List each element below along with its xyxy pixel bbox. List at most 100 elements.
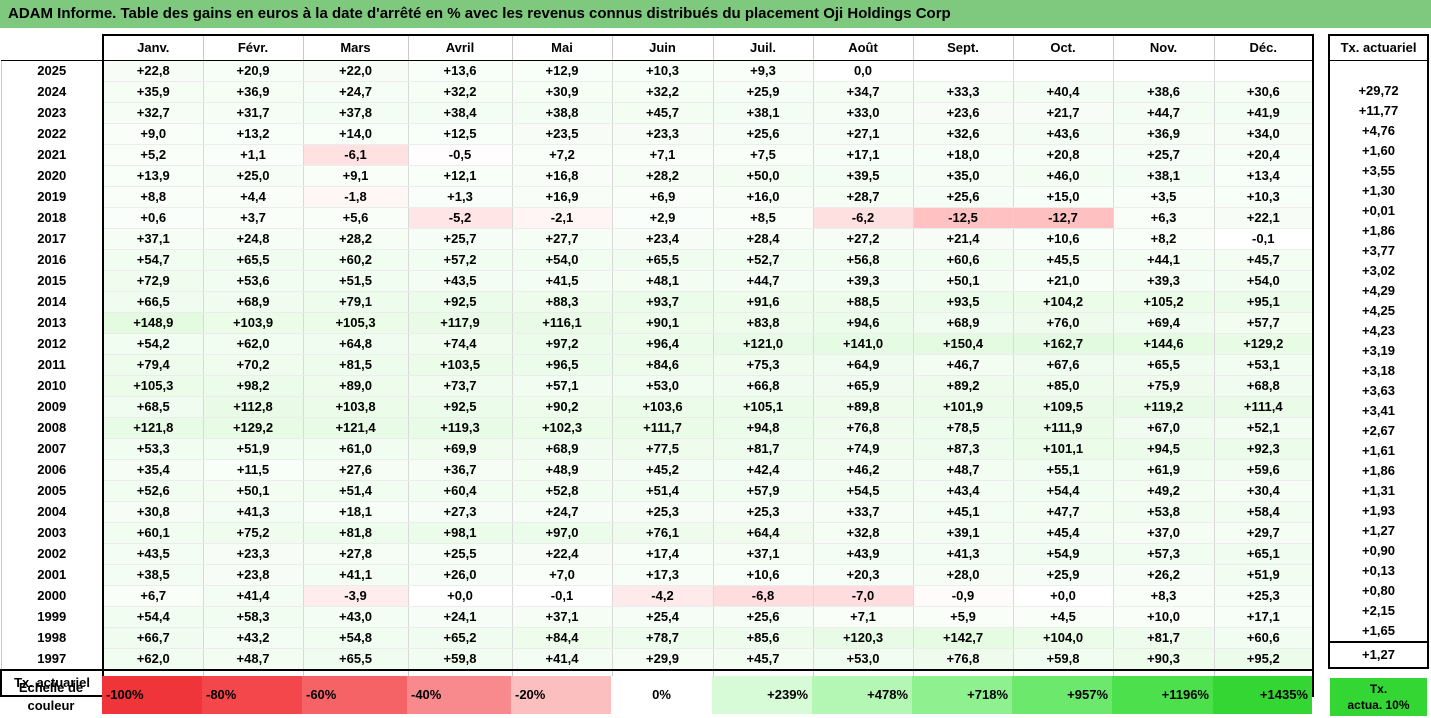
gain-cell: +34,7 <box>813 81 914 103</box>
gain-cell: +25,5 <box>408 543 513 565</box>
gain-cell: +12,5 <box>408 123 513 145</box>
gain-cell: +9,3 <box>713 60 814 82</box>
gain-cell: +0,0 <box>1013 585 1114 607</box>
gain-cell: +6,9 <box>612 186 714 208</box>
gain-cell: -7,0 <box>813 585 914 607</box>
gain-cell: +39,3 <box>1113 270 1215 292</box>
gain-cell: +28,2 <box>303 228 409 250</box>
year-row: 2018 +0,6 +3,7 +5,6 -5,2 -2,1 +2,9 +8,5 -6,2 -12,… <box>0 207 1314 229</box>
gain-cell: +101,9 <box>913 396 1014 418</box>
gain-cell: +54,0 <box>1214 270 1314 292</box>
gain-cell: +20,9 <box>203 60 304 82</box>
annual-rate-cell: +3,18 <box>1328 360 1429 381</box>
gain-cell: +27,8 <box>303 543 409 565</box>
year-row: 2012 +54,2 +62,0 +64,8 +74,4 +97,2 +96,4 +121,0… <box>0 333 1314 355</box>
gain-cell: +64,9 <box>813 354 914 376</box>
gain-cell: +105,2 <box>1113 291 1215 313</box>
gain-cell: +45,7 <box>612 102 714 124</box>
gain-cell: +38,4 <box>408 102 513 124</box>
gain-cell: +45,5 <box>1013 249 1114 271</box>
year-label: 2020 <box>0 165 103 187</box>
year-label: 2022 <box>0 123 103 145</box>
gain-cell: +31,7 <box>203 102 304 124</box>
gain-cell: +105,3 <box>303 312 409 334</box>
gain-cell: +91,6 <box>713 291 814 313</box>
month-header: Mars <box>303 34 409 61</box>
gain-cell: +9,1 <box>303 165 409 187</box>
year-label: 1998 <box>0 627 103 649</box>
gain-cell: +6,3 <box>1113 207 1215 229</box>
gain-cell: -6,8 <box>713 585 814 607</box>
gain-cell: +44,7 <box>1113 102 1215 124</box>
year-row: 2002 +43,5 +23,3 +27,8 +25,5 +22,4 +17,4 +37,1 +… <box>0 543 1314 565</box>
gain-cell: +32,2 <box>408 81 513 103</box>
gain-cell: +24,8 <box>203 228 304 250</box>
gain-cell: -0,1 <box>1214 228 1314 250</box>
gain-cell: +9,0 <box>102 123 204 145</box>
gain-cell: +43,9 <box>813 543 914 565</box>
gain-cell: +22,8 <box>102 60 204 82</box>
annual-rate-cell: +11,77 <box>1328 100 1429 121</box>
gain-cell: +89,2 <box>913 375 1014 397</box>
gain-cell: +27,3 <box>408 501 513 523</box>
gain-cell: +37,1 <box>512 606 613 628</box>
gain-cell: +103,5 <box>408 354 513 376</box>
gain-cell: +41,4 <box>203 585 304 607</box>
report-title: ADAM Informe. Table des gains en euros à… <box>0 0 1431 28</box>
gain-cell: +67,6 <box>1013 354 1114 376</box>
gain-cell: +13,9 <box>102 165 204 187</box>
year-label: 2003 <box>0 522 103 544</box>
gain-cell: +52,8 <box>512 480 613 502</box>
gain-cell: +81,7 <box>713 438 814 460</box>
annual-rate-cell: +0,13 <box>1328 560 1429 581</box>
gain-cell: +8,8 <box>102 186 204 208</box>
gain-cell: +78,7 <box>612 627 714 649</box>
gain-cell: +50,1 <box>203 480 304 502</box>
gain-cell: +78,5 <box>913 417 1014 439</box>
gain-cell: +25,9 <box>1013 564 1114 586</box>
gain-cell: +65,5 <box>203 249 304 271</box>
gain-cell: +56,8 <box>813 249 914 271</box>
gain-cell: +20,8 <box>1013 144 1114 166</box>
gain-cell: +37,1 <box>713 543 814 565</box>
gain-cell: +33,3 <box>913 81 1014 103</box>
gain-cell: +93,5 <box>913 291 1014 313</box>
annual-rate-cell: +29,72 <box>1328 80 1429 101</box>
gain-cell: +76,1 <box>612 522 714 544</box>
gain-cell: +5,6 <box>303 207 409 229</box>
gain-cell: +72,9 <box>102 270 204 292</box>
gain-cell: -12,5 <box>913 207 1014 229</box>
gain-cell: -4,2 <box>612 585 714 607</box>
gain-cell: +95,2 <box>1214 648 1314 671</box>
gain-cell: +21,0 <box>1013 270 1114 292</box>
gain-cell: +13,6 <box>408 60 513 82</box>
gain-cell: +60,1 <box>102 522 204 544</box>
gain-cell: +57,7 <box>1214 312 1314 334</box>
annual-rate-cell: +1,93 <box>1328 500 1429 521</box>
gain-cell: +30,4 <box>1214 480 1314 502</box>
annual-rate-cell: +3,19 <box>1328 340 1429 361</box>
gain-cell: +92,5 <box>408 291 513 313</box>
gain-cell: +61,0 <box>303 438 409 460</box>
gain-cell: +34,0 <box>1214 123 1314 145</box>
gain-cell: +62,0 <box>203 333 304 355</box>
gain-cell: +55,1 <box>1013 459 1114 481</box>
gain-cell: +53,0 <box>612 375 714 397</box>
gain-cell: +68,9 <box>913 312 1014 334</box>
year-label: 2000 <box>0 585 103 607</box>
gain-cell: +59,6 <box>1214 459 1314 481</box>
gain-cell: +66,5 <box>102 291 204 313</box>
year-row: 2021 +5,2 +1,1 -6,1 -0,5 +7,2 +7,1 +7,5 +17,1 +18… <box>0 144 1314 166</box>
month-header: Déc. <box>1214 34 1314 61</box>
gain-cell: +90,3 <box>1113 648 1215 671</box>
gain-cell: +39,1 <box>913 522 1014 544</box>
gain-cell: +10,3 <box>1214 186 1314 208</box>
month-header: Sept. <box>913 34 1014 61</box>
gain-cell: 0,0 <box>813 60 914 82</box>
annual-rate-cell: +2,67 <box>1328 420 1429 441</box>
gain-cell: +25,9 <box>713 81 814 103</box>
gain-cell: +104,0 <box>1013 627 1114 649</box>
legend-cell: +239% <box>712 676 812 714</box>
gain-cell: +12,9 <box>512 60 613 82</box>
gain-cell: -5,2 <box>408 207 513 229</box>
